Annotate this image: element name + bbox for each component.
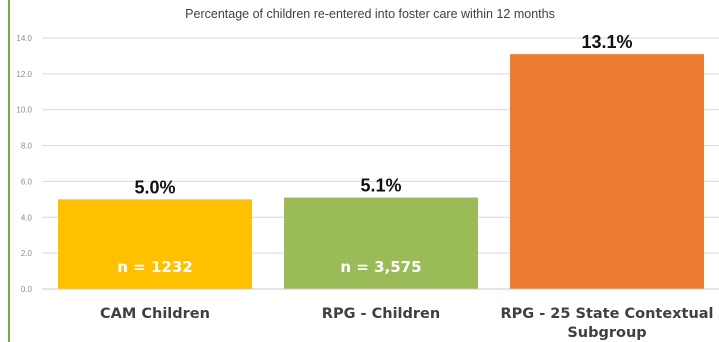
x-category-label: RPG - Children xyxy=(322,306,440,322)
y-tick-label: 14.0 xyxy=(16,34,32,43)
bar-value-label: 13.1% xyxy=(581,32,632,52)
x-category-label: CAM Children xyxy=(100,306,210,322)
bar xyxy=(510,54,704,290)
bars xyxy=(58,54,704,290)
bar xyxy=(284,197,478,289)
bar-value-label: 5.0% xyxy=(134,177,175,197)
y-axis-ticks: 0.0 2.0 4.0 6.0 8.0 10.0 12.0 14.0 xyxy=(16,34,32,294)
y-tick-label: 2.0 xyxy=(21,249,33,258)
y-tick-label: 8.0 xyxy=(21,142,33,151)
y-tick-label: 12.0 xyxy=(16,70,32,79)
x-category-label: Subgroup xyxy=(567,325,646,341)
bar-n-label: n = 3,575 xyxy=(340,258,421,276)
bar-n-label: n = 1232 xyxy=(117,258,192,276)
chart-title: Percentage of children re-entered into f… xyxy=(185,7,555,21)
y-tick-label: 4.0 xyxy=(21,213,33,222)
y-tick-label: 6.0 xyxy=(21,177,33,186)
left-accent-rule xyxy=(8,0,10,342)
data-labels: 5.0% n = 1232 5.1% n = 3,575 13.1% xyxy=(117,32,632,276)
x-category-label: RPG - 25 State Contextual xyxy=(500,306,713,322)
bar xyxy=(58,199,252,289)
category-labels: CAM Children RPG - Children RPG - 25 State… xyxy=(100,306,714,341)
y-tick-label: 10.0 xyxy=(16,106,32,115)
y-tick-label: 0.0 xyxy=(21,285,33,294)
bar-value-label: 5.1% xyxy=(360,176,401,196)
